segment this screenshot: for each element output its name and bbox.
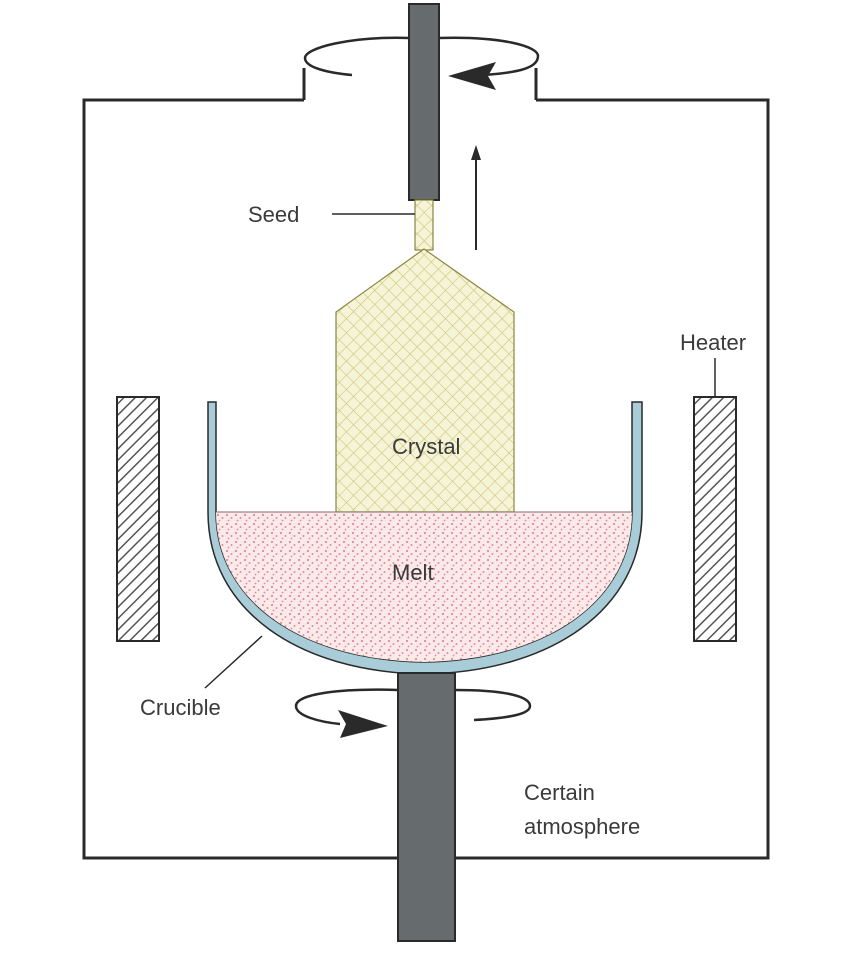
seed	[414, 199, 434, 251]
bottom-rotation-front	[454, 688, 532, 722]
crystal-label: Crystal	[392, 434, 460, 459]
seed-label: Seed	[248, 202, 299, 227]
top-rotation-back-left	[303, 36, 411, 77]
bottom-rotation-back	[294, 688, 399, 726]
heater-label: Heater	[680, 330, 746, 355]
crucible-label: Crucible	[140, 695, 221, 720]
crucible-leader-line	[204, 635, 263, 689]
bottom-rotation-arrowhead	[338, 710, 388, 738]
melt-label: Melt	[392, 560, 434, 585]
atmosphere-label-line2: atmosphere	[524, 814, 640, 839]
atmosphere-label-line1: Certain	[524, 780, 595, 805]
pull-up-arrowhead	[471, 145, 481, 160]
upper-pull-rod	[408, 3, 440, 201]
heater-right	[693, 396, 737, 642]
heater-left	[116, 396, 160, 642]
crystal	[335, 248, 515, 513]
top-rotation-back-right	[437, 36, 540, 57]
melt	[216, 512, 632, 662]
lower-support-rod	[397, 672, 456, 942]
top-rotation-arrowhead	[448, 62, 496, 90]
